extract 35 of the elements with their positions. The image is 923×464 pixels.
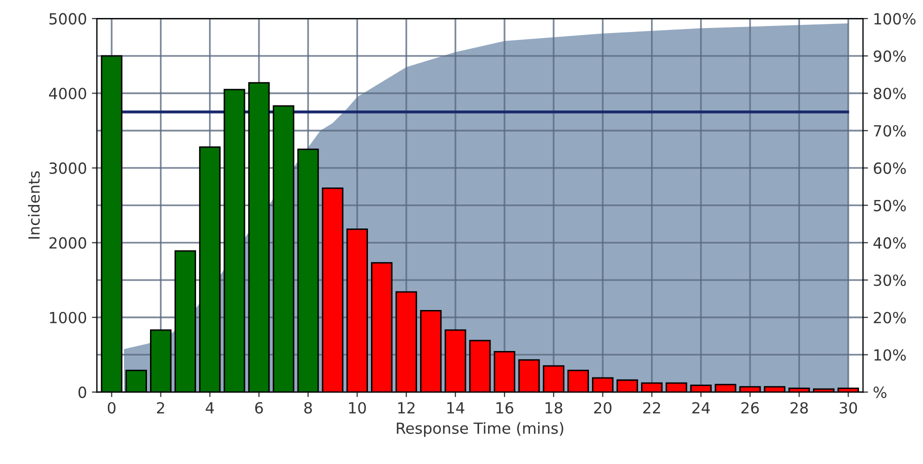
x-tick-label: 18 [546,402,562,414]
y2-tick-label: 80% [874,88,906,100]
y-tick-label: 3000 [49,162,86,174]
y2-tick-label: 10% [874,349,906,361]
y2-tick-label: 50% [874,200,906,212]
x-tick-label: 16 [496,402,514,414]
y-tick-label: 0 [78,386,86,398]
x-tick-label: 30 [840,402,857,414]
x-tick-label: 4 [206,402,214,414]
y-tick-label: 4000 [49,88,86,100]
y2-tick-label: 20% [874,312,906,324]
x-tick-label: 24 [692,402,710,414]
x-tick-label: 6 [255,402,263,414]
y-tick-label: 2000 [49,237,86,249]
x-tick-label: 2 [157,402,164,414]
x-tick-label: 22 [643,402,660,414]
y2-tick-label: % [874,386,886,398]
x-tick-label: 14 [447,402,464,414]
x-tick-label: 8 [304,402,312,414]
y-axis-title: Incidents [28,171,40,239]
y2-tick-label: 70% [874,125,906,137]
y2-tick-label: 30% [874,274,906,286]
x-axis-title: Response Time (mins) [396,422,564,437]
x-tick-label: 28 [790,402,808,414]
y-tick-label: 5000 [49,13,86,25]
x-tick-label: 26 [741,402,759,414]
y2-tick-label: 60% [874,162,906,174]
y2-tick-label: 90% [874,50,906,62]
x-tick-label: 10 [349,402,366,414]
x-tick-label: 20 [594,402,612,414]
y2-tick-label: 40% [873,237,906,249]
x-tick-label: 0 [108,402,116,414]
y-tick-label: 1000 [50,312,86,324]
y2-tick-label: 100% [874,13,916,25]
x-tick-label: 12 [398,402,414,414]
